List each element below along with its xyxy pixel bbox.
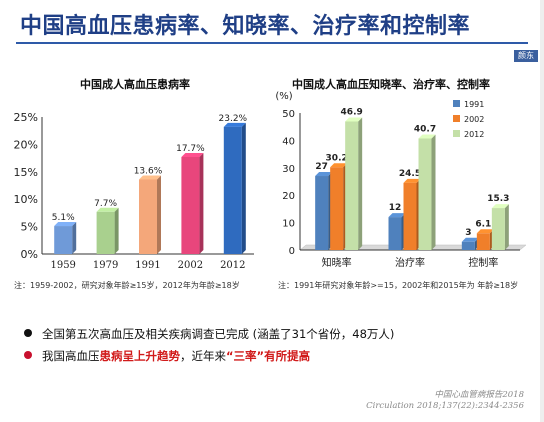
- data-label: 12: [389, 203, 402, 213]
- y-tick-label: 20%: [14, 138, 38, 151]
- bar-知晓率-1991-top: [315, 172, 333, 177]
- bar-治疗率-2012-side: [431, 134, 436, 250]
- data-label: 40.7: [414, 124, 436, 134]
- bar-2012: [223, 126, 242, 254]
- bar-1979-top: [96, 207, 119, 212]
- bullet-dot: [24, 329, 32, 337]
- bar-控制率-2012-side: [504, 204, 509, 250]
- bar-知晓率-2012-side: [358, 117, 363, 250]
- y-tick-label: 0%: [21, 248, 38, 261]
- data-label: 23.2%: [219, 114, 248, 124]
- bullet-dot-red: [24, 351, 32, 359]
- x-tick-label: 控制率: [468, 256, 498, 269]
- y-tick-label: 0: [289, 246, 295, 257]
- left-chart-title: 中国成人高血压患病率: [80, 78, 190, 91]
- bar-2012-side: [241, 122, 246, 254]
- bar-2002: [181, 157, 200, 254]
- legend-label: 2012: [464, 130, 484, 139]
- bar-治疗率-2012-top: [418, 134, 436, 139]
- bar-治疗率-2002-top: [403, 178, 421, 183]
- bar-控制率-2012: [491, 208, 505, 250]
- data-label: 13.6%: [134, 166, 163, 176]
- y-tick-label: 40: [282, 136, 295, 147]
- bar-治疗率-2012: [418, 138, 432, 250]
- bar-治疗率-1991-top: [388, 213, 406, 218]
- bullet-trend-highlight-2: “三率”有所提高: [226, 349, 311, 363]
- source-report: 中国心血管病报告2018: [434, 390, 524, 400]
- y-tick-label: 15%: [14, 166, 38, 179]
- data-label: 17.7%: [176, 144, 205, 154]
- bar-2002-top: [181, 153, 204, 158]
- legend-swatch: [453, 115, 460, 122]
- bar-1959-side: [72, 222, 77, 254]
- data-label: 6.1: [475, 219, 491, 229]
- bar-2012-top: [223, 122, 246, 127]
- bar-1959-top: [54, 222, 77, 227]
- legend-swatch: [453, 100, 460, 107]
- slide-title: 中国高血压患病率、知晓率、治疗率和控制率: [20, 14, 471, 39]
- data-label: 24.5: [399, 169, 421, 179]
- bullet-trend: 我国高血压患病呈上升趋势，近年来“三率”有所提高: [24, 348, 310, 364]
- y-axis-unit: (%): [275, 91, 292, 102]
- data-label: 30.2: [326, 153, 348, 163]
- bar-控制率-1991-top: [461, 237, 479, 242]
- data-label: 46.9: [341, 107, 363, 117]
- legend-label: 2002: [464, 115, 484, 124]
- y-tick-label: 10: [282, 219, 295, 230]
- bar-1991-side: [157, 175, 161, 254]
- x-tick-label: 知晓率: [322, 256, 352, 269]
- bar-治疗率-2002: [403, 182, 417, 250]
- bar-2002-side: [199, 153, 204, 254]
- bullet-trend-middle: ，近年来: [180, 349, 226, 363]
- legend-label: 1991: [464, 100, 484, 109]
- bullet-survey: 全国第五次高血压及相关疾病调查已完成 (涵盖了31个省份，48万人): [24, 326, 394, 342]
- x-tick-label: 1959: [50, 260, 75, 271]
- bullet-trend-highlight-1: 患病呈上升趋势: [99, 349, 181, 363]
- left-chart-note: 注：1959-2002，研究对象年龄≥15岁，2012年为年龄≥18岁: [14, 281, 240, 290]
- data-label: 5.1%: [52, 213, 75, 223]
- bar-知晓率-2002-top: [330, 163, 348, 168]
- data-label: 27: [315, 162, 328, 172]
- y-tick-label: 30: [282, 164, 295, 175]
- data-label: 7.7%: [94, 199, 117, 209]
- presenter-tab: 颜东: [514, 50, 538, 62]
- bar-1979-side: [114, 207, 119, 254]
- bar-1959: [54, 226, 73, 254]
- y-tick-label: 25%: [14, 111, 38, 124]
- y-tick-label: 10%: [14, 193, 38, 206]
- bar-控制率-2002-top: [476, 229, 494, 234]
- right-edge-strip: [540, 0, 544, 422]
- data-label: 15.3: [487, 194, 509, 204]
- bar-控制率-2002: [476, 233, 490, 250]
- x-tick-label: 2002: [178, 260, 203, 271]
- bar-1979: [96, 211, 115, 254]
- bar-控制率-2012-top: [491, 204, 509, 209]
- title-underline: [16, 42, 528, 44]
- y-tick-label: 50: [282, 109, 295, 120]
- bar-1991-top: [139, 175, 161, 180]
- bar-知晓率-2002: [330, 167, 344, 250]
- bar-知晓率-2012: [345, 121, 359, 250]
- y-tick-label: 5%: [21, 221, 38, 234]
- bar-知晓率-2012-top: [345, 117, 363, 122]
- data-label: 3: [465, 228, 471, 238]
- y-tick-label: 20: [282, 191, 295, 202]
- legend-swatch: [453, 130, 460, 137]
- x-tick-label: 1991: [135, 260, 160, 271]
- bar-控制率-1991: [461, 241, 475, 250]
- bar-1991: [139, 179, 157, 254]
- bar-知晓率-1991: [315, 176, 329, 250]
- bullet-survey-text: 全国第五次高血压及相关疾病调查已完成 (涵盖了31个省份，48万人): [42, 327, 395, 341]
- x-tick-label: 治疗率: [395, 256, 425, 269]
- x-tick-label: 2012: [220, 260, 245, 271]
- bullet-trend-prefix: 我国高血压: [42, 349, 100, 363]
- right-chart-title: 中国成人高血压知晓率、治疗率、控制率: [292, 78, 490, 91]
- source-citation: Circulation 2018;137(22):2344-2356: [366, 401, 524, 411]
- bar-治疗率-1991: [388, 217, 402, 250]
- right-chart-note: 注：1991年研究对象年龄>=15，2002年和2015年为 年龄≥18岁: [278, 281, 519, 290]
- x-tick-label: 1979: [93, 260, 118, 271]
